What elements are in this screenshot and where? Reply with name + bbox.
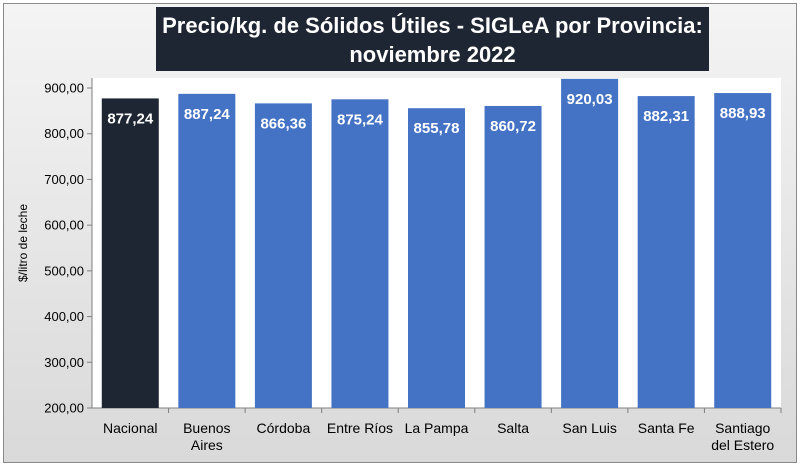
bar-value-label: 888,93 [720,105,766,122]
y-axis-label: $/litro de leche [16,204,30,282]
y-tick-label: 400,00 [44,309,84,324]
bar-value-label: 882,31 [643,108,689,125]
y-tick-label: 500,00 [44,263,84,278]
bar [484,105,542,408]
bar [561,78,619,408]
y-tick-label: 800,00 [44,126,84,141]
bar [178,93,236,409]
bar [714,93,772,408]
x-category-label: La Pampa [405,420,469,436]
bar [331,99,389,409]
x-category-label: Salta [497,420,529,436]
x-category-label: del Estero [711,437,774,453]
bar-value-label: 877,24 [107,110,154,127]
bar-value-label: 887,24 [184,106,231,123]
x-category-label: Santiago [715,420,770,436]
chart-title-line-1: Precio/kg. de Sólidos Útiles - SIGLeA po… [162,13,703,38]
y-tick-label: 300,00 [44,355,84,370]
bar [637,96,695,409]
bar [101,98,159,408]
x-category-label: Entre Ríos [327,420,393,436]
chart-title-line-2: noviembre 2022 [349,42,516,67]
bar [254,103,312,408]
chart-title: Precio/kg. de Sólidos Útiles - SIGLeA po… [156,7,709,71]
bar-value-label: 860,72 [490,118,536,135]
bar-value-label: 875,24 [337,111,384,128]
bar [408,108,465,409]
y-tick-label: 700,00 [44,172,84,187]
bar-value-label: 920,03 [567,91,613,108]
x-category-label: Nacional [103,420,157,436]
y-tick-label: 200,00 [44,401,84,416]
x-category-label: Aires [191,437,223,453]
y-tick-label: 900,00 [44,81,84,96]
y-tick-label: 600,00 [44,218,84,233]
bar-value-label: 866,36 [260,115,306,132]
x-category-label: Córdoba [257,420,311,436]
bar-value-label: 855,78 [414,120,460,137]
x-category-label: San Luis [562,420,616,436]
x-category-label: Santa Fe [638,420,695,436]
x-category-label: Buenos [183,420,230,436]
